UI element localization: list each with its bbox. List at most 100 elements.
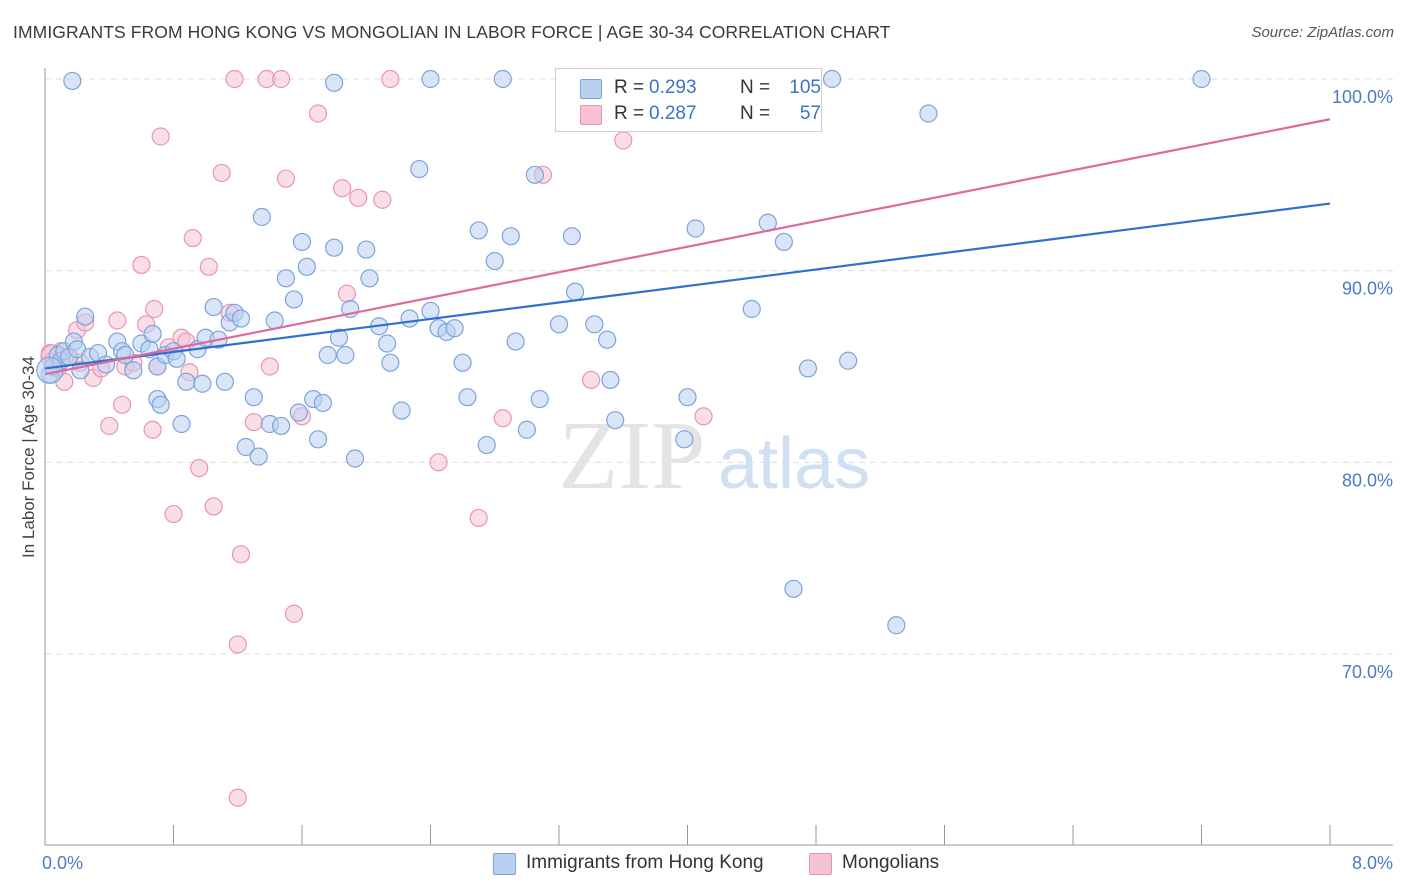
hong-kong-point: [193, 374, 212, 393]
mongolian-point: [272, 69, 291, 89]
legend-n-value: 57: [799, 103, 821, 124]
hong-kong-point: [919, 104, 938, 123]
watermark-zip: ZIP: [559, 402, 706, 510]
hong-kong-point: [525, 165, 545, 184]
hong-kong-point: [485, 251, 504, 271]
hong-kong-point: [252, 207, 271, 227]
hong-kong-point: [517, 420, 536, 439]
y-tick-label: 90.0%: [1342, 279, 1393, 299]
hong-kong-point: [421, 301, 440, 321]
hong-kong-point: [276, 269, 296, 288]
hong-kong-point: [360, 269, 379, 288]
hong-kong-point: [96, 355, 116, 374]
legend-r-label: R =: [614, 77, 645, 98]
mongolian-point: [469, 508, 488, 528]
hong-kong-point: [172, 414, 191, 434]
axes: [44, 68, 1393, 846]
hong-kong-point: [678, 388, 697, 407]
mongolian-point: [694, 407, 713, 426]
hong-kong-point: [598, 330, 617, 349]
hong-kong-point: [784, 579, 803, 598]
mongolian-point: [614, 131, 633, 150]
hong-kong-point: [742, 299, 761, 319]
bottom-legend-label: Mongolians: [842, 852, 940, 873]
legend-n-label: N =: [740, 103, 771, 124]
hong-kong-point: [1192, 69, 1211, 89]
mongolian-point: [337, 284, 357, 303]
hong-kong-point: [357, 240, 376, 259]
mongolian-point: [381, 69, 400, 89]
mongolian-point: [143, 420, 162, 439]
mongolian-point: [145, 299, 164, 319]
mongolian-point: [100, 416, 119, 436]
hong-kong-point: [63, 71, 82, 91]
hong-kong-point: [506, 332, 525, 351]
mongolian-point: [582, 370, 601, 390]
hong-kong-point: [76, 307, 95, 326]
hong-kong-point: [530, 389, 549, 409]
hong-kong-point: [143, 324, 162, 344]
mongolian-point: [212, 163, 231, 183]
mongolian-point: [244, 412, 263, 432]
mongolian-point: [349, 188, 368, 207]
stats-legend: R = 0.293 N = 105 R = 0.287 N = 57: [555, 68, 822, 132]
hong-kong-point: [477, 435, 496, 455]
hong-kong-point: [177, 372, 196, 391]
hong-kong-point: [675, 430, 694, 449]
hong-kong-point: [292, 232, 312, 252]
hong-kong-point: [284, 290, 304, 309]
bottom-legend-swatch-blue: [493, 853, 516, 875]
hong-kong-point: [493, 69, 512, 89]
hong-kong-point: [336, 345, 355, 365]
tick-labels: 70.0% 80.0% 90.0% 100.0% 0.0% 8.0%: [42, 87, 1393, 873]
hong-kong-point: [400, 309, 419, 328]
hong-kong-point: [272, 416, 291, 436]
hong-kong-point: [381, 353, 400, 372]
mongolian-point: [308, 104, 328, 123]
legend-r-value: 0.287: [649, 103, 697, 124]
bottom-legend-label: Immigrants from Hong Kong: [526, 852, 764, 873]
legend-r-label: R =: [614, 103, 645, 124]
hong-kong-point: [116, 345, 135, 365]
hong-kong-point: [151, 395, 170, 414]
hong-kong-point: [585, 315, 604, 334]
chart-source: Source: ZipAtlas.com: [1251, 24, 1394, 41]
hong-kong-point: [501, 227, 520, 246]
grid-layer: [45, 78, 1393, 655]
mongolian-point: [108, 311, 127, 330]
hong-kong-point: [297, 257, 316, 276]
mongolian-trend-line: [44, 118, 1331, 376]
mongolian-point: [151, 127, 170, 146]
hong-kong-point: [236, 437, 255, 457]
hong-kong-point: [469, 221, 488, 240]
mongolian-point: [333, 179, 352, 198]
hong-kong-point: [601, 370, 620, 390]
watermark-atlas: atlas: [718, 424, 870, 504]
hong-kong-point: [798, 359, 818, 378]
x-tick-label: 8.0%: [1352, 853, 1393, 873]
hong-kong-point: [204, 297, 223, 317]
mongolian-point: [112, 395, 132, 414]
hong-kong-point: [345, 449, 365, 468]
hong-kong-point: [549, 315, 569, 334]
mongolian-point: [204, 497, 223, 516]
mongolian-point: [429, 453, 448, 472]
legend-n-label: N =: [740, 77, 771, 98]
legend-r-value: 0.293: [649, 77, 697, 98]
y-tick-label: 70.0%: [1342, 662, 1393, 682]
mongolian-point: [284, 604, 304, 623]
legend-swatch-pink: [580, 105, 602, 125]
hong-kong-point: [606, 411, 625, 430]
mongolian-point: [493, 409, 512, 428]
hong-kong-point: [822, 69, 842, 89]
hong-kong-point: [445, 319, 464, 338]
mongolian-point: [190, 458, 209, 478]
mongolian-point: [183, 228, 202, 248]
mongolian-point: [276, 169, 296, 188]
mongolian-point: [260, 357, 279, 376]
x-tick-label: 0.0%: [42, 853, 83, 873]
hong-kong-point: [887, 616, 906, 635]
hong-kong-point: [325, 238, 344, 257]
mongolian-point: [225, 69, 244, 89]
